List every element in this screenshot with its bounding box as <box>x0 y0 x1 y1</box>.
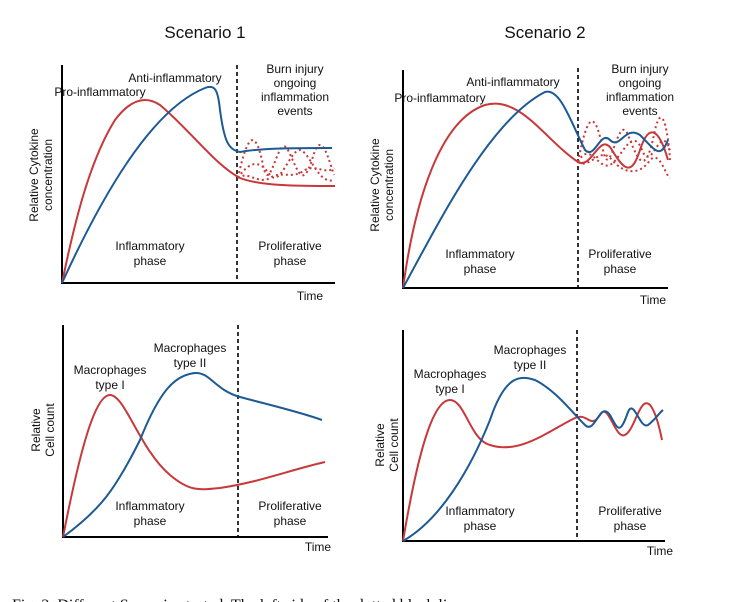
macrophage-type-ii-curve <box>402 376 664 542</box>
phase-label: Proliferative <box>258 499 322 513</box>
event-curve <box>577 116 671 163</box>
event-curve <box>237 167 335 181</box>
y-axis-label: concentration <box>41 139 55 211</box>
event-label: events <box>622 104 657 118</box>
pro-inflammatory-curve <box>402 102 669 289</box>
event-label: inflammation <box>606 90 674 104</box>
y-axis-label: concentration <box>382 149 396 221</box>
curve-label: Anti-inflammatory <box>466 75 559 89</box>
scenario-title: Scenario 2 <box>504 23 585 42</box>
x-axis-label: Time <box>647 544 674 558</box>
phase-label: Proliferative <box>598 504 662 518</box>
curve-label: Pro-inflammatory <box>54 85 145 99</box>
anti-inflammatory-curve <box>402 90 669 289</box>
phase-label: phase <box>614 519 647 533</box>
event-curve <box>577 140 671 167</box>
event-label: Burn injury <box>266 62 323 76</box>
y-axis-label: Relative Cytokine <box>368 138 382 232</box>
curve-label: Macrophages <box>414 367 487 381</box>
curves <box>402 376 664 542</box>
phase-label: phase <box>274 254 307 268</box>
axes <box>61 65 668 542</box>
x-axis-label: Time <box>297 289 324 303</box>
event-label: Burn injury <box>611 62 668 76</box>
curve-label: Pro-inflammatory <box>394 91 485 105</box>
curves <box>61 85 336 284</box>
phase-label: phase <box>604 262 637 276</box>
y-axis-label: Relative <box>29 408 43 452</box>
event-label: events <box>277 104 312 118</box>
curves <box>402 90 671 289</box>
event-curve <box>237 139 335 179</box>
event-label: ongoing <box>274 76 317 90</box>
x-axis-label: Time <box>305 540 332 554</box>
caption: Fig. 2. Different Scenarios tested. The … <box>12 597 486 602</box>
phase-label: Inflammatory <box>445 504 514 518</box>
phase-label: Proliferative <box>258 239 322 253</box>
curves <box>62 371 326 538</box>
event-label: ongoing <box>619 76 662 90</box>
pro-inflammatory-curve <box>61 99 336 284</box>
phase-label: phase <box>464 519 497 533</box>
curve-label: Macrophages <box>494 343 567 357</box>
macrophage-type-i-curve <box>62 393 326 538</box>
phase-label: Inflammatory <box>115 239 184 253</box>
phase-label: Proliferative <box>588 247 652 261</box>
x-axis-label: Time <box>640 293 667 307</box>
macrophage-type-ii-curve <box>62 371 323 538</box>
phase-label: phase <box>274 514 307 528</box>
phase-label: Inflammatory <box>115 499 184 513</box>
y-axis-label: Cell count <box>43 403 57 457</box>
phase-label: phase <box>464 262 497 276</box>
curve-label: type I <box>95 378 124 392</box>
event-label: inflammation <box>261 90 329 104</box>
phase-label: phase <box>134 254 167 268</box>
event-curve <box>577 154 671 179</box>
curve-label: type I <box>435 382 464 396</box>
scenario-title: Scenario 1 <box>164 23 245 42</box>
event-curve <box>237 148 335 182</box>
curve-label: type II <box>514 358 547 372</box>
curve-label: Anti-inflammatory <box>128 71 221 85</box>
y-axis-label: Relative Cytokine <box>27 128 41 222</box>
phase-label: Inflammatory <box>445 247 514 261</box>
curve-label: Macrophages <box>74 363 147 377</box>
anti-inflammatory-curve <box>61 85 333 284</box>
curve-label: type II <box>174 356 207 370</box>
curve-label: Macrophages <box>154 341 227 355</box>
y-axis-label: Relative <box>373 423 387 467</box>
phase-label: phase <box>134 514 167 528</box>
y-axis-label: Cell count <box>387 418 401 472</box>
